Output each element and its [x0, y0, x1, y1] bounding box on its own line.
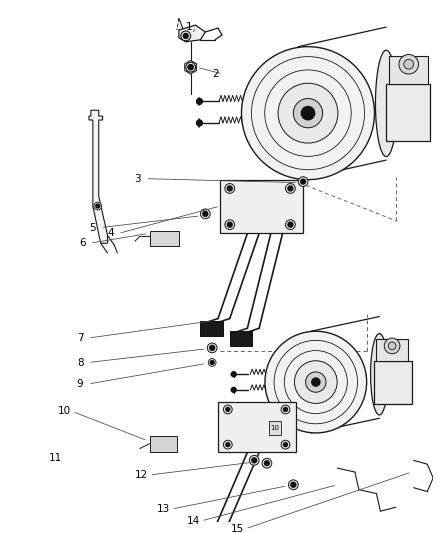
Text: 14: 14 — [187, 516, 200, 526]
Circle shape — [241, 47, 374, 180]
Circle shape — [223, 405, 232, 414]
Circle shape — [225, 183, 235, 193]
Text: 7: 7 — [77, 333, 84, 343]
Text: 13: 13 — [157, 504, 170, 514]
Polygon shape — [201, 321, 223, 336]
Text: 6: 6 — [79, 238, 85, 248]
Circle shape — [301, 107, 314, 120]
Circle shape — [225, 220, 235, 230]
Circle shape — [208, 359, 216, 366]
Bar — [386, 84, 430, 141]
Text: 11: 11 — [49, 454, 62, 463]
Circle shape — [184, 34, 188, 38]
Circle shape — [96, 204, 100, 208]
Polygon shape — [185, 60, 197, 74]
Circle shape — [226, 408, 230, 411]
Polygon shape — [230, 331, 252, 346]
Circle shape — [298, 177, 308, 187]
Circle shape — [226, 443, 230, 447]
Bar — [389, 56, 428, 84]
Circle shape — [293, 99, 323, 128]
Text: 10: 10 — [58, 407, 71, 416]
Bar — [374, 360, 412, 403]
Circle shape — [404, 59, 413, 69]
Text: 10: 10 — [270, 425, 279, 431]
Circle shape — [181, 31, 191, 41]
Text: 3: 3 — [134, 174, 141, 184]
Circle shape — [288, 186, 293, 191]
Circle shape — [223, 440, 232, 449]
Circle shape — [197, 99, 202, 104]
Circle shape — [265, 331, 367, 433]
Circle shape — [262, 458, 272, 468]
Polygon shape — [89, 110, 107, 243]
Circle shape — [186, 62, 195, 72]
Circle shape — [201, 209, 210, 219]
Circle shape — [252, 458, 257, 463]
Bar — [376, 339, 408, 360]
Bar — [149, 436, 177, 451]
Circle shape — [265, 461, 269, 466]
Circle shape — [283, 443, 287, 447]
Circle shape — [188, 64, 193, 70]
Polygon shape — [179, 25, 205, 42]
Text: 8: 8 — [77, 358, 84, 368]
Text: 15: 15 — [231, 524, 244, 533]
Circle shape — [210, 345, 215, 350]
Circle shape — [203, 212, 208, 216]
Circle shape — [283, 408, 287, 411]
Circle shape — [281, 405, 290, 414]
Circle shape — [289, 480, 298, 490]
Circle shape — [312, 378, 320, 386]
Text: 12: 12 — [135, 470, 148, 480]
Circle shape — [388, 342, 396, 350]
Circle shape — [384, 338, 400, 354]
Circle shape — [288, 222, 293, 227]
Circle shape — [291, 482, 296, 487]
Bar — [149, 230, 179, 246]
Circle shape — [207, 343, 217, 353]
Text: 4: 4 — [107, 229, 114, 238]
Bar — [220, 180, 303, 233]
Circle shape — [300, 179, 306, 184]
Ellipse shape — [371, 334, 388, 415]
Bar — [218, 402, 296, 453]
Circle shape — [188, 64, 193, 70]
Circle shape — [281, 440, 290, 449]
Circle shape — [231, 387, 236, 392]
Text: 5: 5 — [89, 223, 96, 232]
Circle shape — [227, 186, 232, 191]
Circle shape — [197, 120, 202, 126]
Circle shape — [94, 202, 102, 210]
Circle shape — [286, 220, 295, 230]
Text: 1: 1 — [185, 22, 192, 32]
Circle shape — [399, 54, 418, 74]
Circle shape — [231, 372, 236, 377]
Circle shape — [286, 183, 295, 193]
Circle shape — [227, 222, 232, 227]
Circle shape — [278, 83, 338, 143]
Circle shape — [210, 360, 214, 365]
Text: 2: 2 — [212, 69, 219, 79]
Ellipse shape — [375, 50, 397, 157]
Circle shape — [249, 455, 259, 465]
Text: 9: 9 — [77, 379, 84, 389]
Bar — [269, 421, 281, 435]
Circle shape — [306, 372, 326, 392]
Circle shape — [294, 361, 337, 403]
